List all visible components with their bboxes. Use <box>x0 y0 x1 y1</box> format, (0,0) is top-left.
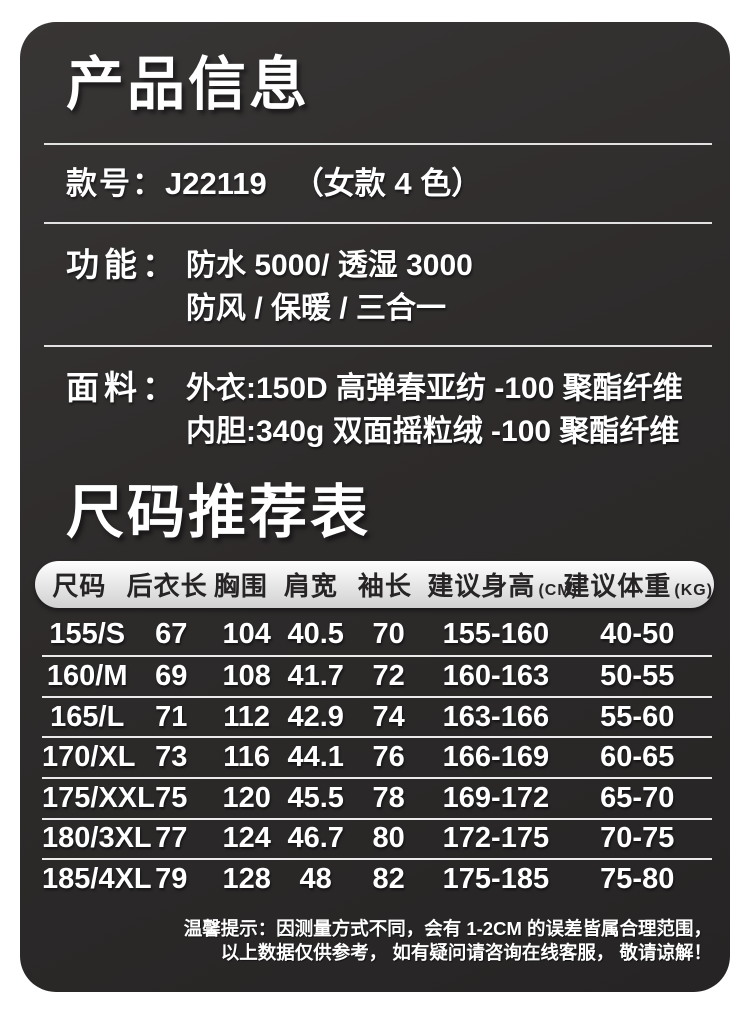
cell: 65-70 <box>600 781 675 814</box>
cell: 44.1 <box>287 741 344 774</box>
fabric-label: 面料： <box>66 368 180 406</box>
cell: 41.7 <box>287 660 344 693</box>
cell: 69 <box>155 660 188 693</box>
function-row: 功能： 防水 5000/ 透湿 3000 防风 / 保暖 / 三合一 <box>66 244 730 331</box>
cell: 74 <box>372 700 405 733</box>
table-row: 160/M 69 108 41.7 72 160-163 50-55 <box>42 655 712 696</box>
function-line-1: 防水 5000/ 透湿 3000 <box>186 248 473 282</box>
fabric-line-2: 内胆:340g 双面摇粒绒 -100 聚酯纤维 <box>186 415 680 449</box>
cell: 46.7 <box>287 822 344 855</box>
cell: 55-60 <box>600 700 675 733</box>
cell: 108 <box>222 660 271 693</box>
style-number-value: J22119 <box>165 165 267 201</box>
cell: 128 <box>222 863 271 896</box>
header-weight: 建议体重 (KG) <box>563 570 714 601</box>
header-sleeve: 袖长 <box>357 570 412 601</box>
cell: 78 <box>372 781 405 814</box>
cell: 60-65 <box>600 741 675 774</box>
cell: 77 <box>155 822 188 855</box>
cell: 76 <box>372 741 405 774</box>
product-info-panel: 产品信息 款号：J22119 （女款 4 色） 功能： 防水 5000/ 透湿 3… <box>20 22 730 992</box>
cell: 175-185 <box>442 863 550 896</box>
cell: 112 <box>223 700 271 733</box>
function-line-2: 防风 / 保暖 / 三合一 <box>186 292 447 326</box>
cell: 160/M <box>46 660 128 693</box>
fabric-line-1: 外衣:150D 高弹春亚纺 -100 聚酯纤维 <box>186 371 683 405</box>
style-variant-note: （女款 4 色） <box>292 165 483 201</box>
table-row: 155/S 67 104 40.5 70 155-160 40-50 <box>42 615 712 656</box>
cell: 48 <box>299 863 332 896</box>
cell: 120 <box>222 781 271 814</box>
cell: 75 <box>155 781 188 814</box>
fabric-row: 面料： 外衣:150D 高弹春亚纺 -100 聚酯纤维 内胆:340g 双面摇粒… <box>66 367 730 454</box>
size-table: 155/S 67 104 40.5 70 155-160 40-50 160/M 69 108 4… <box>42 615 712 899</box>
cell: 73 <box>155 741 188 774</box>
cell: 163-166 <box>442 700 550 733</box>
cell: 40-50 <box>600 618 675 651</box>
cell: 124 <box>222 822 271 855</box>
cell: 50-55 <box>600 660 675 693</box>
cell: 116 <box>223 741 271 774</box>
cell: 67 <box>155 618 188 651</box>
fabric-values: 外衣:150D 高弹春亚纺 -100 聚酯纤维 内胆:340g 双面摇粒绒 -1… <box>186 367 683 454</box>
cell: 70 <box>372 618 405 651</box>
product-info-title: 产品信息 <box>66 52 311 117</box>
cell: 175/XXL <box>42 781 155 814</box>
cell: 172-175 <box>442 822 550 855</box>
table-row: 170/XL 73 116 44.1 76 166-169 60-65 <box>42 736 712 777</box>
divider <box>44 344 712 347</box>
table-row: 165/L 71 112 42.9 74 163-166 55-60 <box>42 695 712 737</box>
size-chart-title: 尺码推荐表 <box>66 479 372 545</box>
divider <box>44 221 712 224</box>
cell: 75-80 <box>600 863 675 896</box>
cell: 169-172 <box>442 781 550 814</box>
footer-note-line-2: 以上数据仅供参考， 如有疑问请咨询在线客服， 敬请谅解！ <box>220 942 712 964</box>
table-row: 175/XXL 75 120 45.5 78 169-172 65-70 <box>42 777 712 818</box>
cell: 180/3XL <box>42 822 152 855</box>
footer-note: 温馨提示：因测量方式不同，会有 1-2CM 的误差皆属合理范围， 以上数据仅供参… <box>184 917 712 966</box>
table-row: 180/3XL 77 124 46.7 80 172-175 70-75 <box>42 817 712 859</box>
style-number-row: 款号：J22119 （女款 4 色） <box>66 164 730 204</box>
header-height: 建议身高 (CM) <box>427 570 578 601</box>
cell: 165/L <box>50 700 125 733</box>
cell: 45.5 <box>287 781 344 814</box>
function-label: 功能： <box>66 245 180 283</box>
size-table-header: 尺码 后衣长 胸围 肩宽 袖长 建议身高 (CM) 建议体重 (KG) <box>35 560 714 608</box>
function-values: 防水 5000/ 透湿 3000 防风 / 保暖 / 三合一 <box>186 244 473 331</box>
cell: 166-169 <box>442 741 550 774</box>
cell: 185/4XL <box>42 863 152 896</box>
cell: 155-160 <box>442 618 550 651</box>
cell: 155/S <box>49 618 126 651</box>
cell: 82 <box>372 863 405 896</box>
cell: 160-163 <box>442 660 550 693</box>
header-shoulder: 肩宽 <box>283 570 338 601</box>
cell: 40.5 <box>287 618 344 651</box>
table-row: 185/4XL 79 128 48 82 175-185 75-80 <box>42 858 712 899</box>
cell: 71 <box>155 700 188 733</box>
cell: 80 <box>372 822 405 855</box>
footer-note-line-1: 温馨提示：因测量方式不同，会有 1-2CM 的误差皆属合理范围， <box>183 917 712 939</box>
divider <box>44 142 712 145</box>
cell: 104 <box>222 618 271 651</box>
cell: 70-75 <box>600 822 675 855</box>
cell: 72 <box>372 660 405 693</box>
cell: 79 <box>155 863 188 896</box>
header-back-length: 后衣长 <box>126 570 208 601</box>
cell: 170/XL <box>42 741 136 774</box>
style-number-label: 款号： <box>66 165 165 201</box>
header-chest: 胸围 <box>213 570 268 601</box>
header-size: 尺码 <box>52 570 107 601</box>
cell: 42.9 <box>287 700 344 733</box>
